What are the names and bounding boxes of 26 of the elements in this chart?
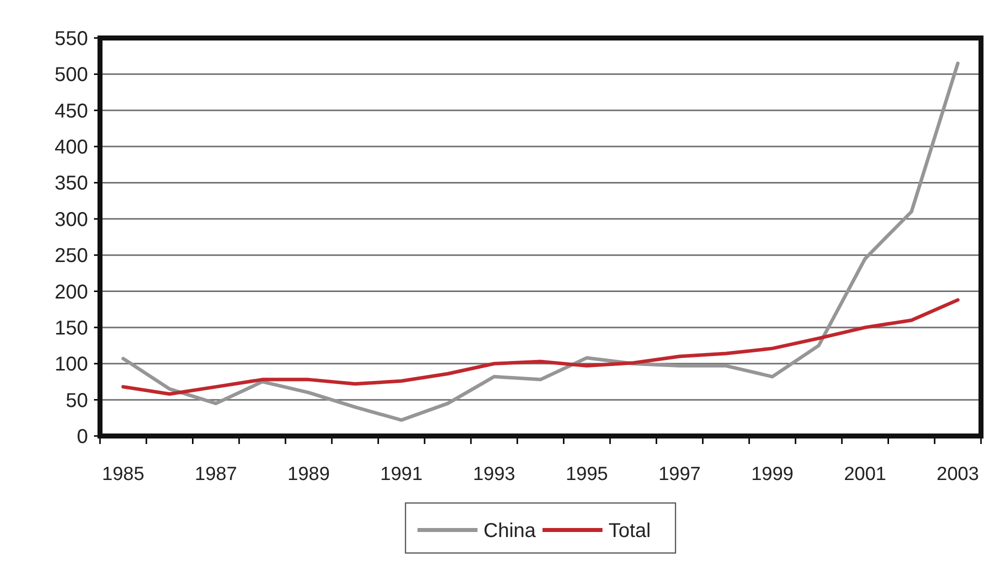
y-tick-label: 450 bbox=[54, 100, 88, 122]
y-tick-label: 350 bbox=[54, 172, 88, 195]
x-tick-label: 1985 bbox=[102, 464, 144, 485]
x-tick-label: 1995 bbox=[566, 464, 608, 485]
x-tick-label: 1991 bbox=[380, 464, 423, 485]
x-tick-label: 1997 bbox=[658, 464, 701, 485]
x-tick-label: 1987 bbox=[194, 464, 238, 485]
line-series bbox=[121, 298, 960, 396]
y-tick-label: 200 bbox=[54, 281, 88, 304]
y-tick-label: 500 bbox=[54, 64, 88, 86]
y-tick-label: 0 bbox=[76, 426, 88, 448]
y-tick-label: 400 bbox=[54, 136, 88, 159]
x-tick-label: 1999 bbox=[751, 464, 794, 485]
x-tick-label: 1993 bbox=[472, 464, 516, 485]
line-series bbox=[121, 62, 960, 422]
y-tick-label: 250 bbox=[54, 245, 88, 268]
y-tick-label: 50 bbox=[66, 390, 88, 412]
y-tick-label: 550 bbox=[54, 28, 88, 50]
y-tick-label: 100 bbox=[54, 354, 88, 376]
y-tick-label: 150 bbox=[54, 317, 88, 340]
x-tick-label: 2003 bbox=[936, 464, 979, 485]
legend-label: China bbox=[484, 520, 537, 542]
y-tick-label: 300 bbox=[54, 208, 88, 231]
legend-label: Total bbox=[608, 520, 651, 542]
x-tick-label: 2001 bbox=[844, 464, 886, 485]
x-tick-label: 1989 bbox=[288, 464, 330, 485]
